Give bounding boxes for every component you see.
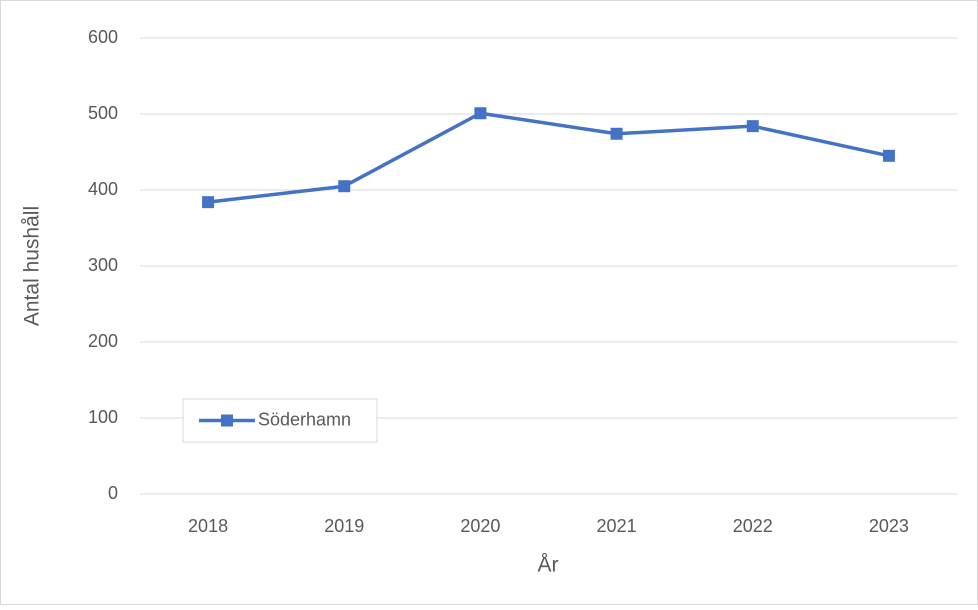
y-tick-label: 200 (88, 331, 118, 351)
line (207, 111, 890, 204)
y-tick-label: 400 (88, 179, 118, 199)
marker (202, 196, 215, 209)
x-tick-label: 2020 (460, 516, 500, 536)
x-tick-label: 2018 (188, 516, 228, 536)
y-tick-label: 100 (88, 407, 118, 427)
x-axis-label: År (538, 554, 559, 577)
x-tick-label: 2022 (733, 516, 773, 536)
marker (882, 149, 895, 162)
y-tick-label: 0 (108, 483, 118, 503)
x-tick-label: 2019 (324, 516, 364, 536)
marker (746, 120, 759, 133)
legend-marker (221, 414, 233, 427)
marker (610, 127, 623, 140)
y-tick-label: 500 (88, 103, 118, 123)
x-tick-label: 2021 (597, 516, 637, 536)
marker (338, 180, 351, 193)
marker (474, 107, 487, 120)
x-tick-label: 2023 (869, 516, 909, 536)
y-tick-label: 600 (88, 27, 118, 47)
y-axis-label: Antal hushåll (21, 206, 44, 326)
y-tick-label: 300 (88, 255, 118, 275)
legend-label: Söderhamn (258, 409, 351, 429)
